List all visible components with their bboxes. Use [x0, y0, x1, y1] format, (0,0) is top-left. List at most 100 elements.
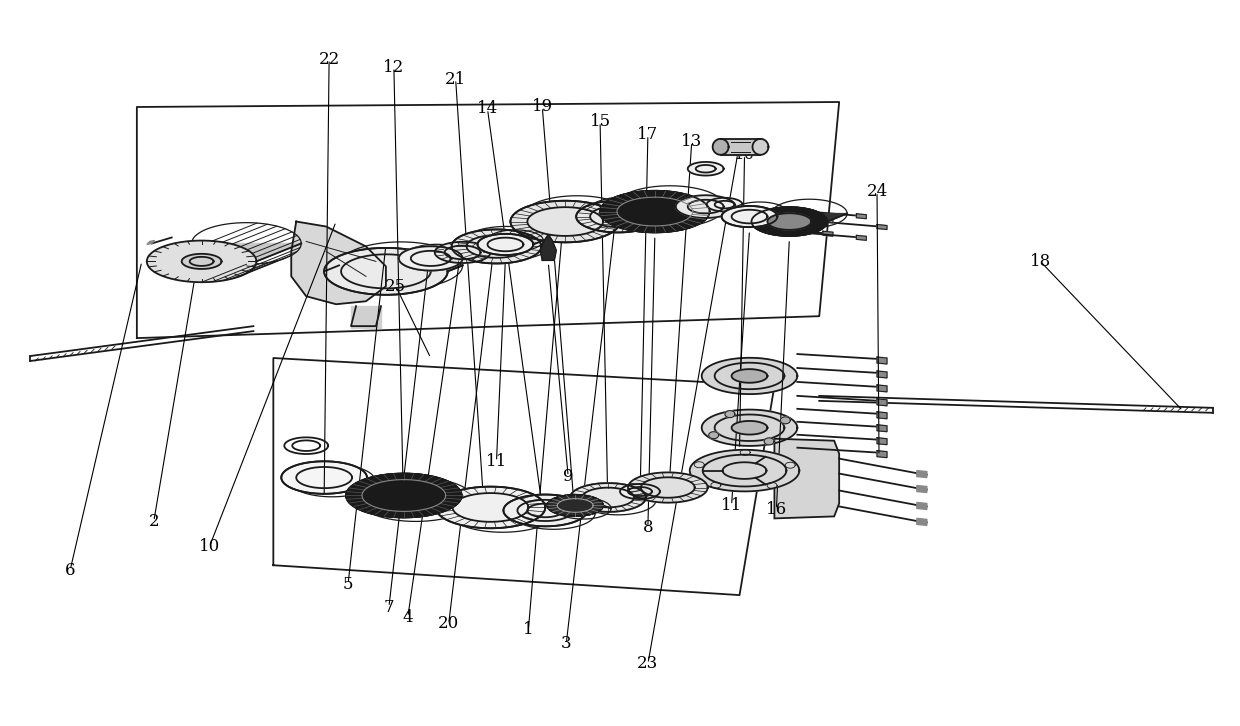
Text: 19: 19: [532, 99, 553, 115]
Text: 8: 8: [642, 519, 653, 536]
Polygon shape: [877, 451, 887, 457]
Polygon shape: [877, 385, 887, 392]
Polygon shape: [877, 438, 887, 445]
Polygon shape: [477, 234, 533, 255]
Text: 10: 10: [734, 147, 755, 163]
Polygon shape: [281, 478, 374, 481]
Text: 16: 16: [766, 501, 787, 518]
Polygon shape: [877, 224, 887, 229]
Text: 24: 24: [867, 183, 888, 200]
Polygon shape: [577, 213, 670, 216]
Polygon shape: [916, 502, 926, 510]
Polygon shape: [324, 248, 448, 295]
Polygon shape: [577, 200, 660, 232]
Text: 14: 14: [477, 100, 498, 118]
Polygon shape: [877, 425, 887, 432]
Polygon shape: [399, 256, 469, 258]
Text: 22: 22: [319, 51, 340, 68]
Polygon shape: [627, 473, 708, 502]
Polygon shape: [916, 470, 926, 478]
Polygon shape: [751, 207, 827, 236]
Polygon shape: [503, 494, 587, 526]
Text: 10: 10: [198, 538, 221, 555]
Polygon shape: [689, 450, 800, 492]
Polygon shape: [709, 432, 719, 439]
Polygon shape: [346, 473, 461, 518]
Polygon shape: [503, 510, 595, 513]
Polygon shape: [570, 483, 646, 512]
Polygon shape: [877, 412, 887, 419]
Polygon shape: [620, 484, 660, 499]
Text: 23: 23: [637, 656, 658, 672]
Text: 12: 12: [383, 59, 404, 76]
Polygon shape: [702, 358, 797, 394]
Text: 7: 7: [383, 598, 394, 616]
Text: 3: 3: [560, 635, 572, 653]
Text: 15: 15: [589, 113, 610, 131]
Polygon shape: [916, 486, 926, 492]
Polygon shape: [511, 216, 632, 221]
Polygon shape: [916, 518, 926, 526]
Polygon shape: [600, 207, 724, 211]
Polygon shape: [753, 139, 769, 155]
Text: 11: 11: [720, 497, 743, 514]
Text: 20: 20: [438, 616, 459, 632]
Polygon shape: [732, 421, 768, 435]
Polygon shape: [877, 357, 887, 364]
Polygon shape: [291, 221, 386, 304]
Polygon shape: [751, 213, 847, 221]
Polygon shape: [346, 473, 461, 518]
Text: 1: 1: [523, 621, 533, 638]
Polygon shape: [547, 495, 603, 516]
Polygon shape: [541, 234, 557, 261]
Polygon shape: [511, 200, 620, 242]
Polygon shape: [857, 235, 867, 240]
Polygon shape: [764, 438, 774, 445]
Polygon shape: [780, 417, 790, 424]
Polygon shape: [688, 162, 724, 176]
Polygon shape: [768, 213, 811, 230]
Polygon shape: [600, 191, 709, 232]
Text: 17: 17: [637, 126, 658, 143]
Polygon shape: [600, 191, 709, 232]
Polygon shape: [725, 411, 735, 417]
Polygon shape: [722, 206, 777, 227]
Polygon shape: [823, 218, 833, 223]
Polygon shape: [477, 240, 543, 245]
Polygon shape: [676, 195, 735, 218]
Polygon shape: [182, 254, 222, 269]
Polygon shape: [146, 240, 257, 282]
Text: 21: 21: [445, 70, 466, 88]
Polygon shape: [722, 213, 787, 216]
Polygon shape: [399, 246, 463, 271]
Polygon shape: [146, 243, 301, 261]
Polygon shape: [435, 486, 546, 529]
Polygon shape: [707, 197, 743, 211]
Text: 11: 11: [486, 453, 507, 470]
Polygon shape: [435, 507, 557, 511]
Polygon shape: [399, 246, 463, 271]
Polygon shape: [547, 505, 611, 508]
Polygon shape: [435, 242, 491, 263]
Polygon shape: [570, 483, 646, 512]
Text: 13: 13: [681, 134, 702, 150]
Polygon shape: [751, 207, 827, 236]
Polygon shape: [823, 231, 833, 236]
Polygon shape: [877, 399, 887, 406]
Polygon shape: [451, 229, 542, 264]
Polygon shape: [732, 369, 768, 383]
Polygon shape: [702, 409, 797, 446]
Text: 25: 25: [386, 278, 407, 295]
Text: 9: 9: [563, 468, 573, 485]
Polygon shape: [547, 495, 603, 516]
Polygon shape: [775, 439, 839, 518]
Polygon shape: [346, 495, 474, 499]
Polygon shape: [146, 240, 155, 245]
Polygon shape: [451, 243, 552, 246]
Text: 2: 2: [149, 513, 159, 530]
Polygon shape: [857, 213, 867, 219]
Polygon shape: [281, 461, 367, 494]
Polygon shape: [720, 139, 760, 155]
Polygon shape: [351, 306, 381, 328]
Text: 4: 4: [403, 608, 413, 626]
